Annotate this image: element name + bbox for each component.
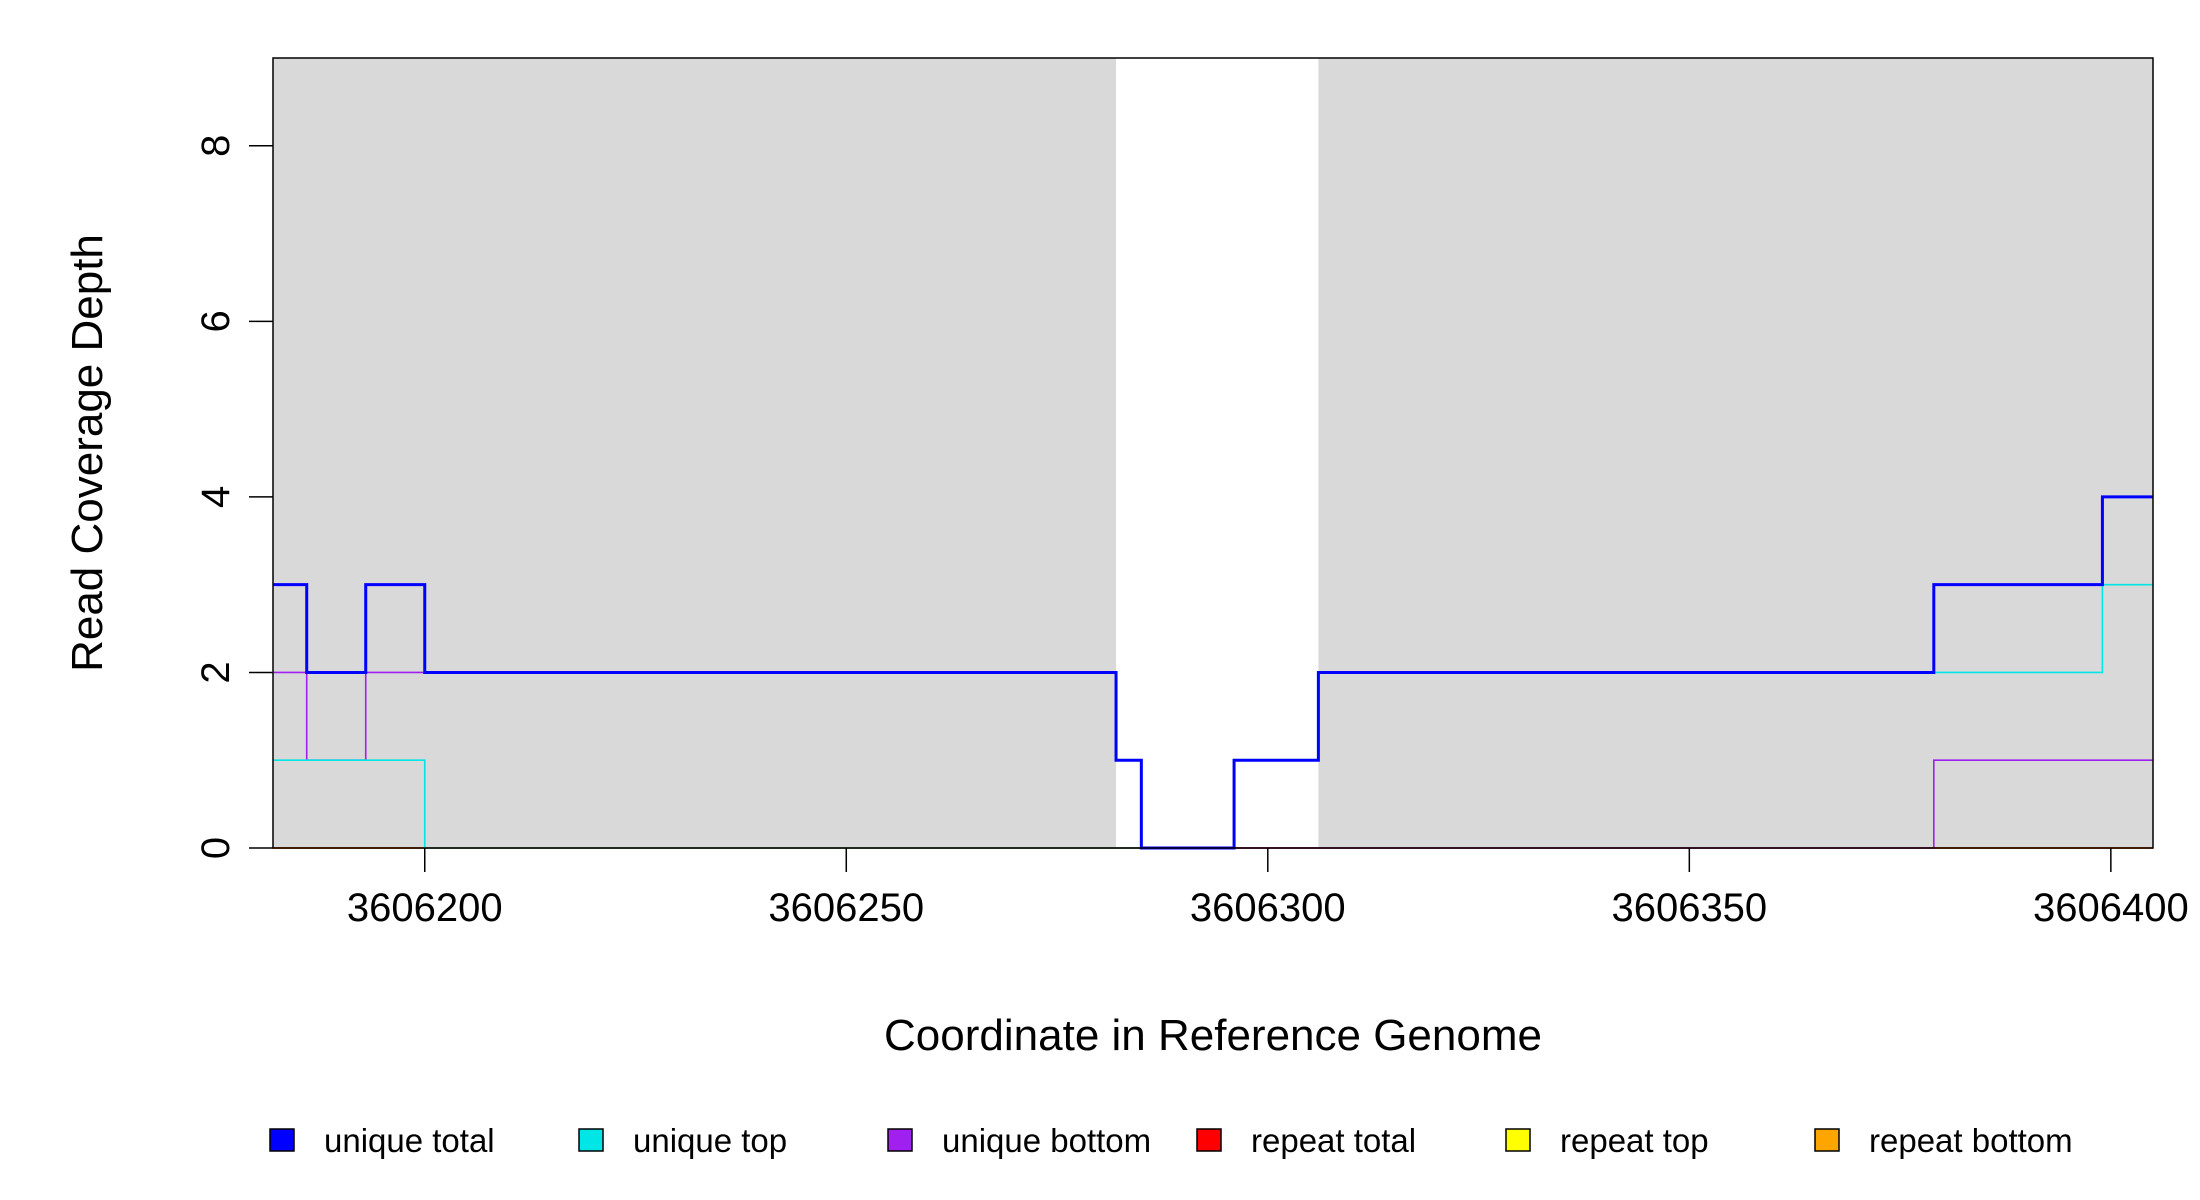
y-tick-label: 2: [194, 661, 238, 683]
x-axis: 3606200 3606250 3606300 3606350 3606400: [347, 848, 2189, 930]
y-axis-title: Read Coverage Depth: [63, 234, 112, 672]
plot-frame: [272, 57, 2154, 849]
y-tick-label: 0: [194, 837, 238, 859]
shaded-regions: [273, 58, 2153, 848]
legend: unique total unique top unique bottom repea…: [269, 1122, 2073, 1159]
x-tick-label: 3606200: [347, 886, 503, 930]
series-line-unique-total: [273, 495, 2153, 850]
shaded-region-0: [273, 58, 1117, 848]
y-tick-label: 8: [194, 135, 238, 157]
legend-label: unique total: [324, 1122, 495, 1159]
y-tick-label: 4: [194, 486, 238, 508]
x-tick-label: 3606250: [768, 886, 924, 930]
legend-swatch: [1196, 1128, 1222, 1152]
legend-label: repeat bottom: [1869, 1122, 2073, 1159]
x-tick-label: 3606350: [1611, 886, 1767, 930]
legend-swatch: [269, 1128, 295, 1152]
legend-label: unique top: [633, 1122, 787, 1159]
legend-swatch: [578, 1128, 604, 1152]
legend-label: repeat top: [1560, 1122, 1709, 1159]
legend-label: repeat total: [1251, 1122, 1416, 1159]
x-tick-label: 3606400: [2033, 886, 2189, 930]
x-tick-label: 3606300: [1190, 886, 1346, 930]
legend-swatch: [1814, 1128, 1840, 1152]
y-tick-label: 6: [194, 310, 238, 332]
legend-swatch: [887, 1128, 913, 1152]
x-axis-title: Coordinate in Reference Genome: [884, 1011, 1542, 1060]
shaded-region-1: [1318, 58, 2153, 848]
legend-label: unique bottom: [942, 1122, 1151, 1159]
legend-swatch: [1505, 1128, 1531, 1152]
y-axis: 0 2 4 6 8: [194, 135, 273, 859]
